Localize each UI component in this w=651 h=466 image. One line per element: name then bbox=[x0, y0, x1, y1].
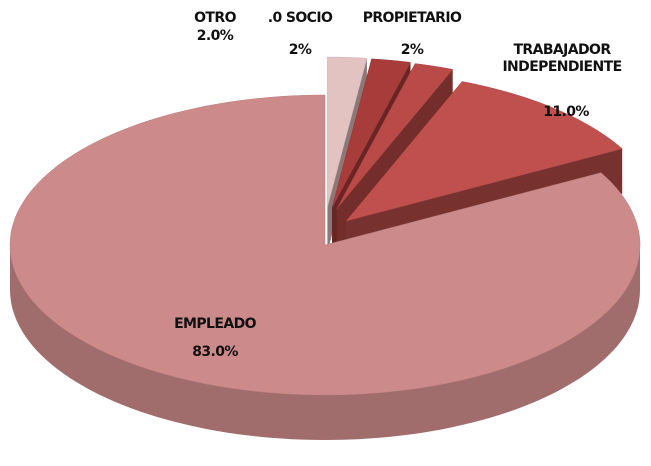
slice bbox=[345, 81, 623, 222]
data-label: 2.0% bbox=[196, 28, 234, 44]
data-label: .0 SOCIO bbox=[267, 10, 333, 26]
slice bbox=[327, 56, 368, 208]
data-label: 83.0% bbox=[192, 344, 238, 360]
data-label: 2% bbox=[288, 42, 312, 58]
slice-side bbox=[10, 245, 640, 440]
slice bbox=[331, 58, 411, 208]
data-label: EMPLEADO bbox=[174, 316, 256, 332]
data-label: 2% bbox=[400, 42, 424, 58]
data-label: PROPIETARIO bbox=[362, 10, 462, 26]
data-label: 11.0% bbox=[543, 104, 589, 120]
slice bbox=[9, 94, 641, 396]
slice bbox=[336, 63, 454, 210]
data-label: OTRO bbox=[194, 10, 236, 26]
data-label: TRABAJADOR INDEPENDIENTE bbox=[502, 42, 622, 75]
